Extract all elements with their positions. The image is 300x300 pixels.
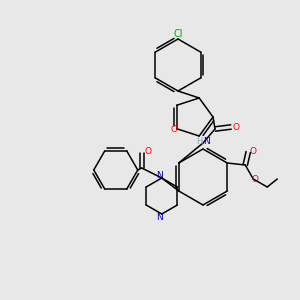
- Text: N: N: [156, 170, 163, 179]
- Text: O: O: [252, 176, 259, 184]
- Text: O: O: [250, 146, 257, 155]
- Text: O: O: [232, 122, 239, 131]
- Text: N: N: [156, 212, 163, 221]
- Text: O: O: [170, 125, 177, 134]
- Text: H: H: [196, 137, 202, 146]
- Text: Cl: Cl: [173, 29, 183, 39]
- Text: O: O: [144, 148, 151, 157]
- Text: N: N: [202, 137, 209, 146]
